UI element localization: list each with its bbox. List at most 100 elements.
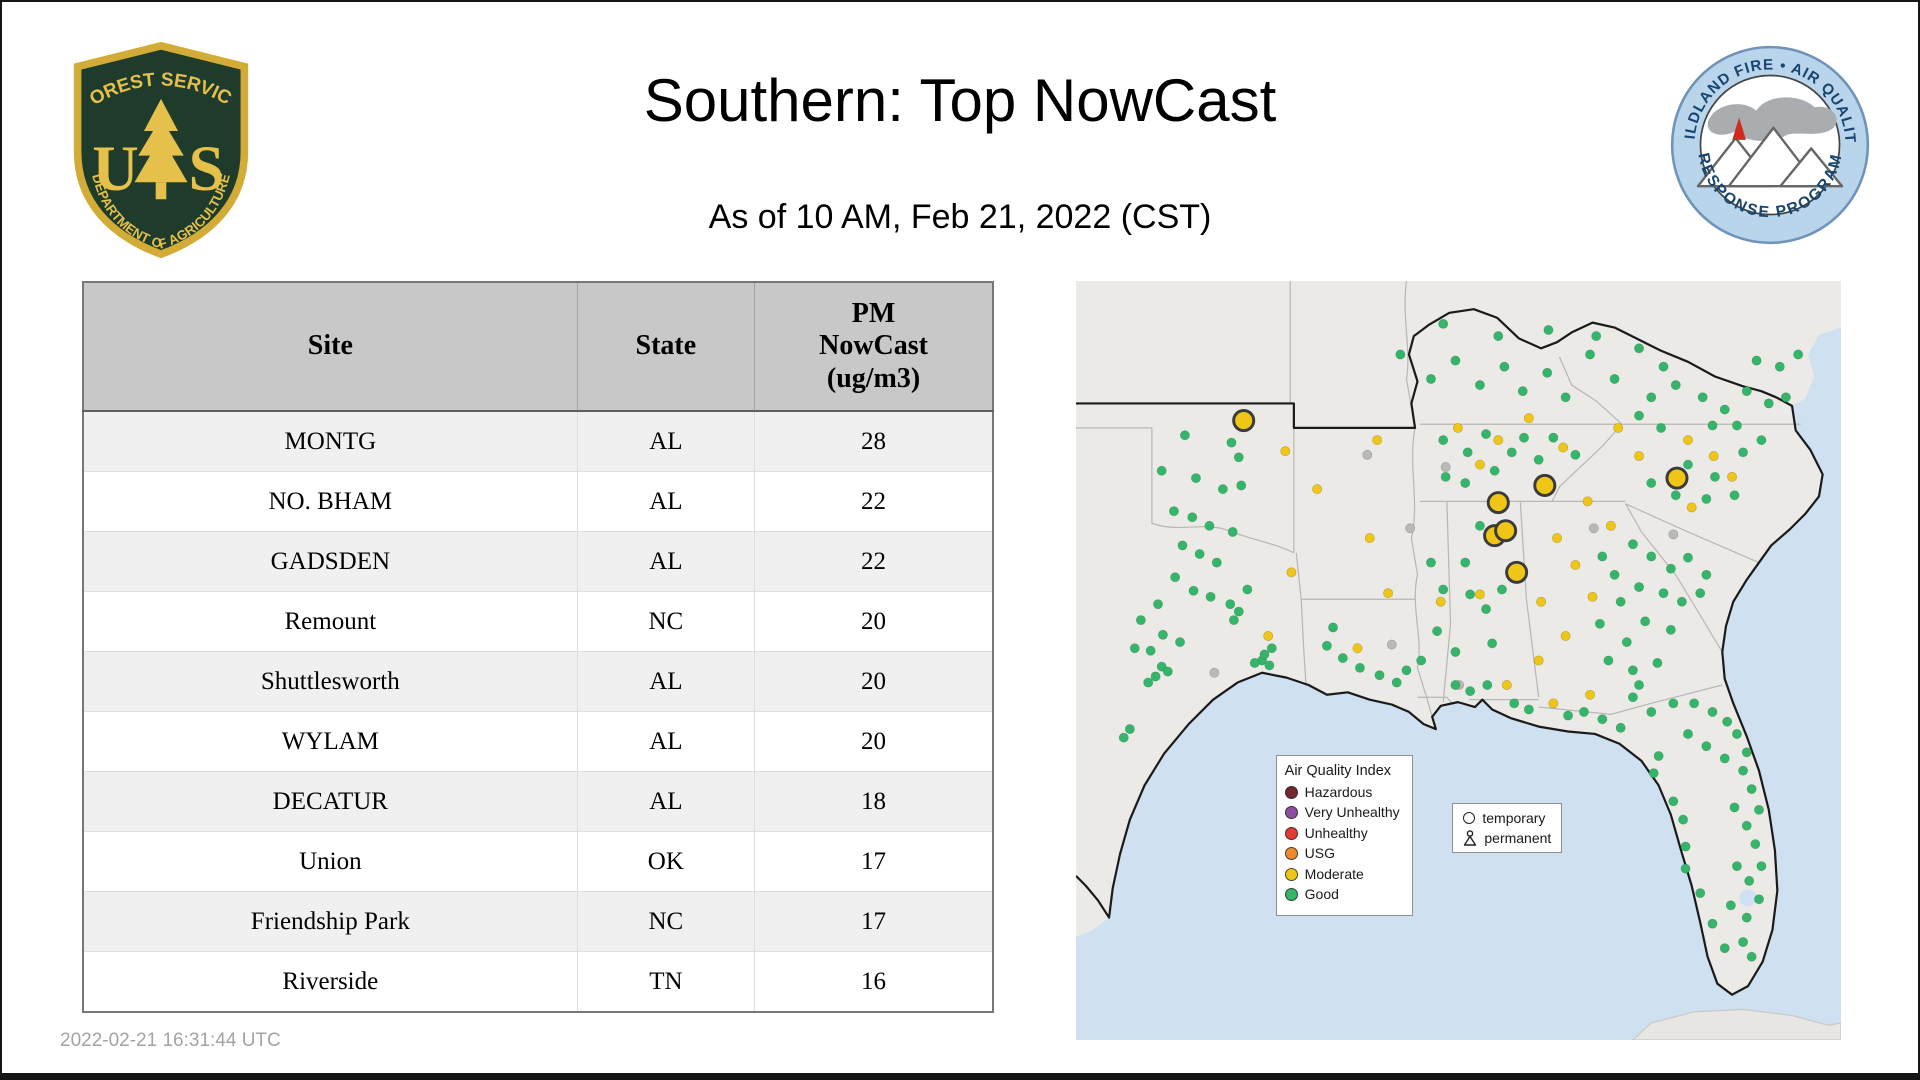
site-cell: GADSDEN bbox=[82, 531, 578, 592]
temporary-monitor-moderate bbox=[1533, 473, 1557, 497]
wfaqrp-circle-icon: WILDLAND FIRE • AIR QUALITY RESPONSE PRO… bbox=[1667, 42, 1870, 245]
aqi-legend-title: Air Quality Index bbox=[1284, 762, 1392, 779]
monitor-dot-good bbox=[1621, 637, 1632, 648]
monitor-dot-good bbox=[1689, 698, 1700, 709]
monitor-dot-good bbox=[1465, 589, 1476, 600]
monitor-dot-good bbox=[1763, 398, 1774, 409]
monitor-dot-good bbox=[1204, 520, 1215, 531]
site-cell: Shuttlesworth bbox=[82, 651, 578, 712]
monitor-dot-good bbox=[1683, 459, 1693, 470]
value-cell: 20 bbox=[754, 651, 994, 712]
monitor-dot-moderate bbox=[1452, 422, 1463, 433]
monitor-dot-good bbox=[1426, 373, 1436, 384]
page-title: Southern: Top NowCast bbox=[643, 67, 1277, 134]
table-row: GADSDEN AL 22 bbox=[82, 531, 994, 592]
monitor-dot-moderate bbox=[1683, 435, 1693, 446]
monitor-dot-good bbox=[1627, 539, 1638, 550]
monitor-dot-good bbox=[1678, 814, 1689, 825]
monitor-dot-good bbox=[1188, 585, 1199, 596]
site-cell: NO. BHAM bbox=[82, 471, 578, 532]
monitor-dot-moderate bbox=[1708, 451, 1719, 462]
value-cell: 20 bbox=[754, 591, 994, 652]
monitor-dot-good bbox=[1754, 804, 1764, 815]
monitor-dot-good bbox=[1627, 665, 1638, 676]
monitor-dot-moderate bbox=[1312, 484, 1323, 495]
monitor-dot-good bbox=[1337, 653, 1348, 664]
monitor-dot-no-data bbox=[1386, 639, 1397, 650]
region-border bbox=[1076, 308, 1824, 996]
monitor-dot-good bbox=[1474, 520, 1485, 531]
value-cell: 17 bbox=[754, 891, 994, 952]
monitor-dot-good bbox=[1585, 349, 1596, 360]
monitor-dot-good bbox=[1542, 367, 1553, 378]
monitor-dot-moderate bbox=[1560, 631, 1571, 641]
nowcast-table-container: Site State PM NowCast (ug/m3) MONTG AL 28 N… bbox=[82, 281, 994, 1013]
svg-text:S: S bbox=[189, 133, 225, 204]
monitor-dot-good bbox=[1450, 355, 1461, 366]
monitor-dot-good bbox=[1519, 432, 1529, 443]
monitor-dot-good bbox=[1646, 551, 1657, 562]
monitor-dot-good bbox=[1609, 569, 1620, 580]
monitor-dot-good bbox=[1680, 863, 1691, 874]
monitor-dot-good bbox=[1603, 655, 1614, 666]
monitor-dot-good bbox=[1719, 943, 1730, 954]
temporary-monitor-moderate bbox=[1665, 466, 1689, 490]
site-cell: Friendship Park bbox=[82, 891, 578, 952]
monitor-dot-good bbox=[1179, 430, 1190, 441]
state-cell: AL bbox=[576, 471, 756, 532]
monitor-dot-good bbox=[1355, 662, 1365, 673]
monitor-dot-good bbox=[1517, 386, 1528, 397]
monitor-dot-moderate bbox=[1558, 442, 1569, 453]
monitor-dot-good bbox=[1391, 677, 1402, 688]
monitor-dot-good bbox=[1233, 606, 1244, 617]
monitor-dot-good bbox=[1640, 616, 1651, 627]
monitor-dot-moderate bbox=[1523, 413, 1534, 424]
monitor-dot-good bbox=[1793, 349, 1804, 360]
monitor-dot-good bbox=[1652, 657, 1663, 668]
monitor-markers bbox=[1118, 318, 1804, 962]
monitor-dot-good bbox=[1732, 861, 1742, 872]
value-cell: 16 bbox=[754, 951, 994, 1013]
value-cell: 17 bbox=[754, 831, 994, 892]
monitor-dot-good bbox=[1416, 655, 1427, 666]
monitor-dot-good bbox=[1729, 490, 1740, 501]
map-container: Air Quality Index Hazardous Very Unhealth… bbox=[1076, 281, 1841, 1040]
monitor-dot-good bbox=[1774, 361, 1785, 372]
monitor-dot-good bbox=[1432, 626, 1443, 637]
monitor-dot-good bbox=[1750, 839, 1761, 850]
monitor-dot-good bbox=[1228, 615, 1239, 626]
monitor-dot-good bbox=[1496, 584, 1507, 595]
site-cell: DECATUR bbox=[82, 771, 578, 832]
monitor-dot-good bbox=[1741, 747, 1752, 758]
monitor-dot-moderate bbox=[1435, 596, 1446, 607]
legend-item: Hazardous bbox=[1284, 784, 1400, 802]
monitor-dot-moderate bbox=[1582, 496, 1593, 507]
monitor-dot-good bbox=[1150, 671, 1161, 682]
monitor-dot-good bbox=[1143, 677, 1154, 688]
table-row: Union OK 17 bbox=[82, 831, 994, 892]
monitor-dot-good bbox=[1741, 386, 1752, 397]
monitor-dot-good bbox=[1646, 478, 1657, 488]
lake-okeechobee bbox=[1739, 889, 1757, 907]
monitor-dot-good bbox=[1695, 888, 1706, 899]
site-cell: WYLAM bbox=[82, 711, 578, 772]
monitor-dot-moderate bbox=[1613, 422, 1624, 433]
monitor-dot-moderate bbox=[1552, 533, 1562, 544]
monitor-dot-good bbox=[1249, 657, 1260, 668]
legend-item: Moderate bbox=[1284, 866, 1400, 884]
monitor-dot-moderate bbox=[1587, 591, 1598, 602]
monitor-dot-good bbox=[1170, 572, 1181, 583]
legend-label: Very Unhealthy bbox=[1304, 804, 1400, 821]
cuba-island bbox=[1632, 1008, 1841, 1040]
table-row: MONTG AL 28 bbox=[82, 410, 994, 472]
nowcast-table: Site State PM NowCast (ug/m3) MONTG AL 28 N… bbox=[82, 281, 994, 1013]
monitor-dot-good bbox=[1579, 706, 1589, 717]
monitor-dot-good bbox=[1746, 784, 1757, 794]
monitor-dot-good bbox=[1709, 471, 1720, 482]
monitor-dot-no-data bbox=[1588, 523, 1599, 534]
monitor-dot-good bbox=[1634, 343, 1644, 354]
table-row: WYLAM AL 20 bbox=[82, 711, 994, 772]
monitor-dot-good bbox=[1236, 480, 1247, 491]
monitor-dot-good bbox=[1374, 670, 1385, 681]
monitor-dot-moderate bbox=[1570, 560, 1581, 570]
